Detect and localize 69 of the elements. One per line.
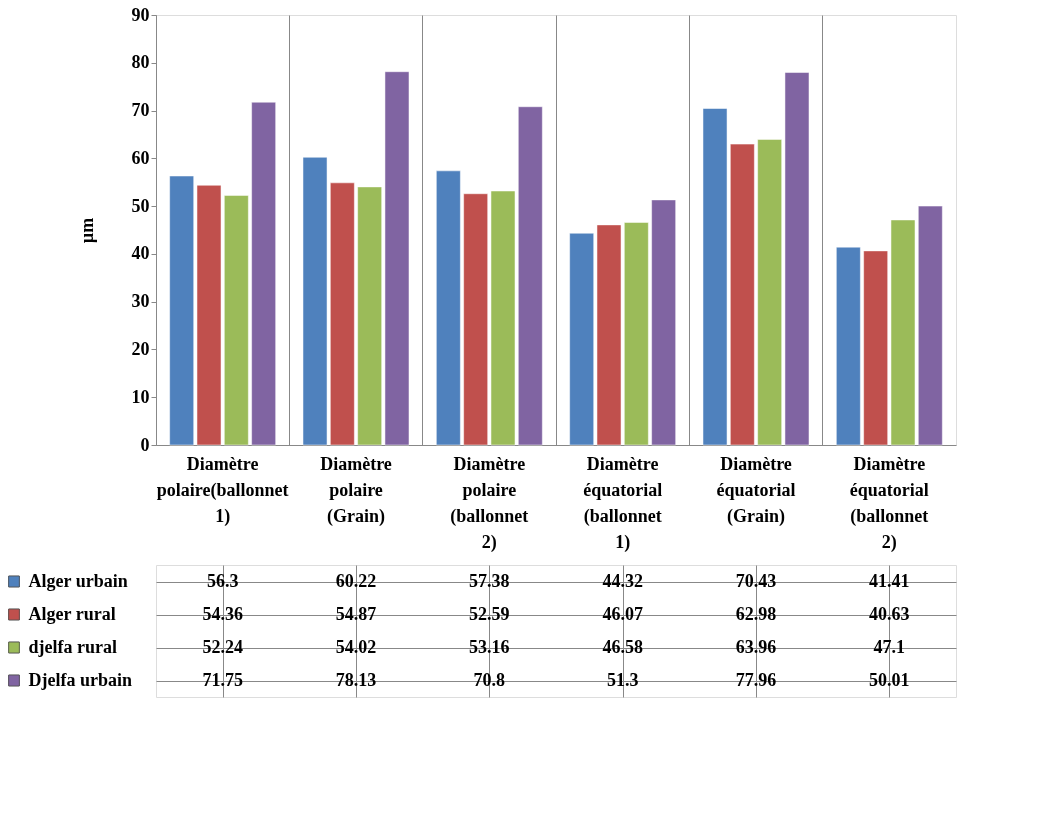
y-tick-label: 60	[131, 147, 150, 168]
bar	[302, 156, 328, 446]
y-tick-label: 30	[131, 291, 150, 312]
data-label: 50.01	[869, 669, 910, 690]
bar	[784, 72, 810, 446]
data-label: 70.43	[735, 570, 777, 591]
data-label: 52.24	[202, 636, 243, 657]
data-label: 62.98	[735, 603, 777, 624]
bar	[463, 193, 489, 446]
data-label: 54.02	[335, 636, 377, 657]
x-tick-label: Diamètre polaire (ballonnet 2)	[450, 453, 529, 553]
bar	[223, 194, 249, 446]
legend-label: djelfa rural	[28, 637, 117, 657]
data-label: 70.8	[473, 669, 506, 690]
bar	[169, 175, 195, 446]
bar	[835, 246, 861, 446]
data-label: 41.41	[869, 570, 910, 591]
y-tick-label: 70	[131, 100, 150, 121]
data-label: 54.36	[202, 603, 243, 624]
x-tick-label: Diamètre polaire(ballonnet 1)	[156, 453, 289, 527]
y-axis-title: µm	[76, 217, 97, 244]
bar	[651, 199, 677, 446]
x-tick-label: Diamètre équatorial (ballonnet 2)	[849, 453, 929, 553]
bar	[729, 143, 755, 446]
y-tick-label: 50	[131, 195, 150, 216]
data-label: 46.07	[602, 603, 643, 624]
y-tick-label: 20	[131, 338, 150, 359]
legend-label: Djelfa urbain	[28, 670, 132, 690]
bar	[329, 182, 355, 446]
bar	[890, 219, 916, 446]
data-label: 78.13	[335, 669, 377, 690]
bar	[863, 250, 889, 446]
legend-label: Alger rural	[28, 604, 116, 624]
bar	[917, 205, 943, 446]
data-label: 54.87	[335, 603, 377, 624]
bar	[569, 232, 595, 446]
y-tick-label: 0	[140, 434, 150, 455]
data-label: 53.16	[469, 636, 510, 657]
data-label: 40.63	[869, 603, 910, 624]
data-label: 47.1	[873, 636, 906, 657]
bar	[702, 108, 728, 446]
bar	[596, 224, 622, 446]
bar	[357, 186, 383, 446]
legend-label: Alger urbain	[28, 571, 128, 591]
y-tick-label: 10	[131, 386, 150, 407]
x-tick-label: Diamètre équatorial (ballonnet 1)	[583, 453, 663, 553]
bar	[623, 221, 649, 446]
x-tick-label: Diamètre équatorial (Grain)	[716, 453, 796, 527]
data-label: 44.32	[602, 570, 643, 591]
x-tick-label: Diamètre polaire (Grain)	[320, 453, 392, 527]
data-label: 71.75	[202, 669, 243, 690]
data-label: 60.22	[335, 570, 377, 591]
data-label: 46.58	[602, 636, 643, 657]
data-label: 56.3	[206, 570, 239, 591]
y-tick-label: 90	[131, 4, 150, 25]
bar	[490, 190, 516, 446]
bar	[384, 71, 410, 446]
data-label: 77.96	[735, 669, 777, 690]
data-label: 51.3	[606, 669, 639, 690]
data-label: 57.38	[469, 570, 510, 591]
y-tick-label: 80	[131, 52, 150, 73]
data-label: 63.96	[735, 636, 777, 657]
bar	[517, 106, 543, 446]
bar	[251, 101, 277, 446]
bar	[435, 170, 461, 446]
bar	[196, 184, 222, 446]
data-label: 52.59	[469, 603, 510, 624]
bar	[757, 138, 783, 446]
y-tick-label: 40	[131, 243, 150, 264]
